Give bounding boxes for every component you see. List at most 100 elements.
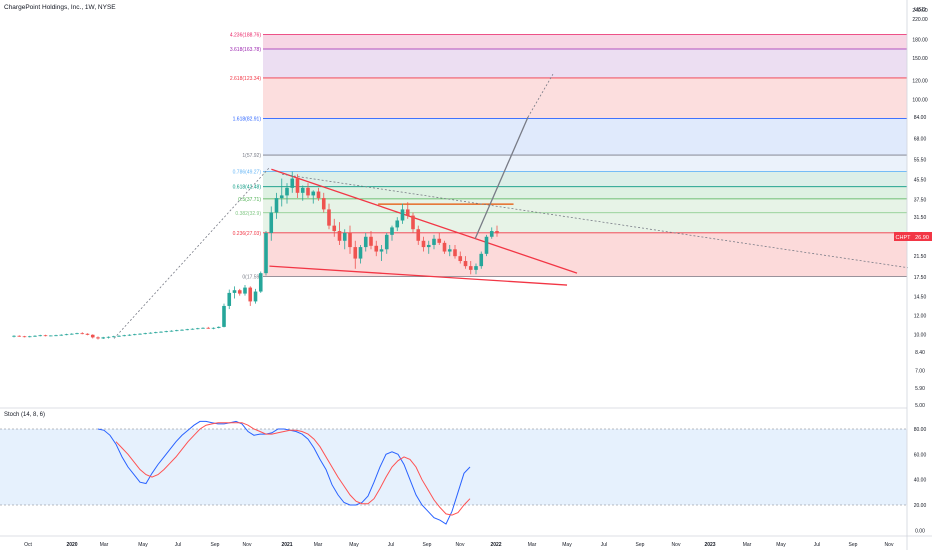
candle-body — [316, 191, 321, 199]
candle-body — [327, 209, 331, 226]
fib-level-label: 1.618(82.91) — [233, 116, 262, 122]
candle-body — [306, 187, 310, 196]
fib-band — [263, 186, 907, 199]
fib-band — [263, 212, 907, 233]
candle-body — [495, 231, 499, 234]
price-tick-label: 150.00 — [912, 56, 928, 62]
candle-body — [174, 330, 179, 332]
fib-level-label: 0.382(32.9) — [235, 211, 261, 217]
candle-body — [353, 247, 358, 259]
candle-body — [363, 236, 368, 248]
stoch-tick-label: 80.00 — [914, 427, 927, 433]
price-tick-label: 100.00 — [912, 97, 928, 103]
time-tick-label: Nov — [672, 542, 681, 548]
price-tick-label: 45.50 — [914, 178, 927, 184]
fib-band — [263, 77, 907, 119]
candle-body — [33, 335, 37, 337]
drawing-line — [281, 173, 909, 269]
candle-body — [442, 242, 447, 252]
time-tick-label: May — [138, 542, 148, 548]
time-tick-label: Mar — [528, 542, 537, 548]
stoch-band — [0, 429, 907, 505]
time-tick-label: Mar — [314, 542, 323, 548]
candle-body — [69, 333, 74, 335]
fib-level-label: 0.236(27.03) — [233, 231, 262, 237]
candle-body — [348, 232, 352, 248]
drawing-line — [527, 73, 554, 118]
ticker-price-box — [912, 232, 932, 241]
candle-body — [17, 335, 22, 337]
candle-body — [216, 326, 221, 328]
fib-band — [263, 155, 907, 172]
candle-body — [195, 328, 200, 330]
fib-band — [263, 171, 907, 187]
time-tick-label: Jul — [601, 542, 607, 548]
ticker-price: 26.90 — [915, 235, 929, 241]
candle-body — [321, 198, 326, 210]
stoch-tick-label: 60.00 — [914, 452, 927, 458]
candle-body — [269, 212, 274, 233]
candle-body — [12, 335, 16, 337]
candle-body — [264, 232, 268, 274]
candle-body — [421, 240, 426, 248]
candle-body — [300, 187, 305, 193]
candle-body — [27, 336, 32, 338]
candle-body — [85, 333, 90, 335]
candle-body — [411, 215, 415, 230]
time-tick-label: Oct — [24, 542, 32, 548]
stoch-k-line — [97, 420, 471, 525]
candle-body — [75, 333, 79, 335]
price-tick-label: 84.00 — [914, 115, 927, 121]
candle-body — [432, 238, 436, 245]
time-tick-label: Sep — [423, 542, 432, 548]
candle-body — [479, 253, 484, 267]
price-tick-label: 68.00 — [914, 137, 927, 143]
candle-body — [159, 331, 163, 333]
candle-body — [117, 335, 121, 337]
time-tick-label: Jul — [814, 542, 820, 548]
fib-level-label: 0(17.59) — [242, 275, 261, 281]
ticker-symbol: CHPT — [896, 235, 912, 241]
stoch-title: Stoch (14, 8, 6) — [4, 412, 45, 418]
candle-body — [127, 334, 132, 336]
candlestick-series — [12, 171, 499, 340]
fib-band — [263, 198, 907, 213]
candle-body — [101, 337, 106, 339]
candle-body — [274, 198, 279, 213]
price-tick-label: 37.50 — [914, 197, 927, 203]
candle-body — [374, 245, 379, 252]
time-tick-label: Nov — [243, 542, 252, 548]
candle-body — [279, 195, 284, 199]
time-tick-label: 2020 — [66, 542, 77, 548]
stochastic-pane: 80.00 60.00 40.00 20.00 0.00 — [0, 420, 927, 534]
time-tick-label: Mar — [100, 542, 109, 548]
price-tick-label: 12.00 — [914, 314, 927, 320]
time-tick-label: Nov — [885, 542, 894, 548]
candle-body — [180, 329, 184, 331]
stoch-tick-label: 0.00 — [915, 528, 925, 534]
price-tick-label: 17.50 — [914, 275, 927, 281]
price-tick-label: 10.00 — [914, 332, 927, 338]
candle-body — [395, 220, 400, 228]
candle-body — [148, 332, 153, 334]
stoch-tick-label: 40.00 — [914, 478, 927, 484]
candle-body — [59, 334, 64, 336]
time-tick-label: Sep — [636, 542, 645, 548]
fib-level-label: 0.618(42.48) — [233, 185, 262, 191]
candle-body — [185, 329, 190, 331]
candle-body — [379, 249, 384, 252]
candle-body — [169, 330, 174, 332]
time-tick-label: Mar — [743, 542, 752, 548]
fib-level-label: 0.5(37.71) — [238, 197, 261, 203]
stoch-tick-label: 20.00 — [914, 503, 927, 509]
price-tick-label: 55.50 — [914, 157, 927, 163]
chart-title: ChargePoint Holdings, Inc., 1W, NYSE — [4, 4, 116, 11]
price-tick-label: 220.00 — [912, 17, 928, 23]
drawing-line — [474, 116, 529, 240]
candle-body — [390, 227, 394, 235]
candle-body — [258, 273, 263, 292]
candle-body — [38, 335, 43, 337]
price-tick-label: 120.00 — [912, 79, 928, 85]
